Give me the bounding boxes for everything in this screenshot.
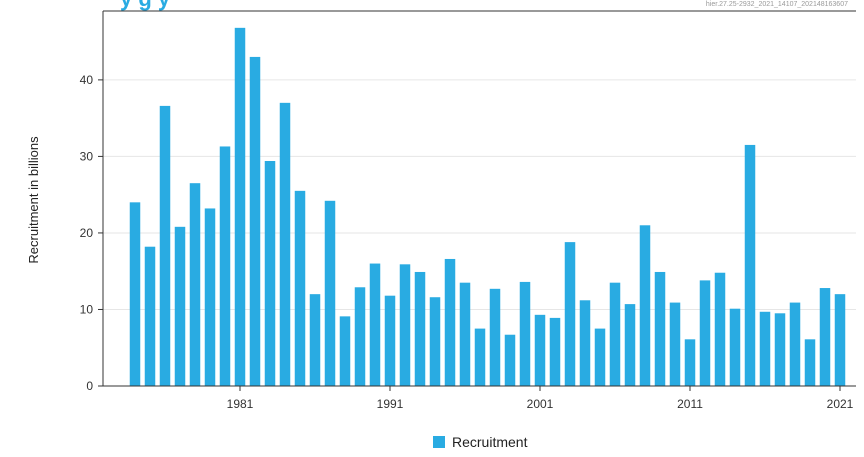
bar-2021: [834, 294, 846, 386]
bar-2013: [714, 272, 726, 386]
bar-1978: [189, 183, 201, 386]
bar-1997: [474, 328, 486, 386]
bar-2005: [594, 328, 606, 386]
y-axis-title: Recruitment in billions: [26, 136, 41, 264]
bar-2001: [534, 314, 546, 386]
bar-1987: [324, 200, 336, 386]
bar-2009: [654, 271, 666, 386]
bar-1975: [144, 246, 156, 386]
bar-1995: [444, 258, 456, 386]
bar-2019: [804, 339, 816, 386]
y-tick-label: 20: [80, 226, 94, 240]
bar-1974: [129, 202, 141, 386]
bar-1976: [159, 105, 171, 387]
bar-2016: [759, 311, 771, 386]
legend: Recruitment: [433, 434, 528, 450]
bar-1979: [204, 208, 216, 386]
legend-label: Recruitment: [452, 434, 528, 450]
bar-1985: [294, 190, 306, 386]
bar-2004: [579, 300, 591, 386]
x-tick-label: 1991: [377, 397, 404, 411]
reference-code: hier.27.25-2932_2021_14107_202148163607: [706, 1, 848, 8]
bar-2002: [549, 317, 561, 386]
bar-2018: [789, 302, 801, 386]
bar-1984: [279, 102, 291, 386]
bar-1992: [399, 264, 411, 386]
x-tick-label: 1981: [227, 397, 254, 411]
bar-1977: [174, 226, 186, 386]
bar-2020: [819, 288, 831, 386]
axes: [98, 10, 856, 391]
x-tick-label: 2011: [677, 397, 703, 411]
chart-title-fragment: y g y: [120, 0, 171, 11]
bar-1981: [234, 27, 246, 387]
bar-1990: [369, 263, 381, 386]
bar-2015: [744, 144, 756, 386]
x-tick-label: 2001: [527, 397, 554, 411]
y-tick-labels: 0 10 20 30 40: [80, 73, 94, 393]
y-tick-label: 40: [80, 73, 94, 87]
bar-1993: [414, 271, 426, 386]
bar-2000: [519, 281, 531, 386]
y-tick-label: 10: [80, 302, 94, 316]
bars-group: [129, 27, 846, 387]
bar-1980: [219, 146, 231, 386]
bar-1991: [384, 295, 396, 386]
bar-1989: [354, 287, 366, 386]
bar-1999: [504, 334, 516, 386]
bar-1988: [339, 316, 351, 386]
bar-2017: [774, 313, 786, 386]
bar-1986: [309, 294, 321, 386]
bar-1994: [429, 297, 441, 386]
bar-2010: [669, 302, 681, 386]
legend-swatch: [433, 436, 445, 448]
bar-1983: [264, 161, 276, 386]
bar-1998: [489, 288, 501, 386]
bar-2008: [639, 225, 651, 386]
bar-1982: [249, 56, 261, 387]
bar-2011: [684, 339, 696, 386]
y-tick-label: 30: [80, 149, 94, 163]
bar-2006: [609, 282, 621, 386]
bar-1996: [459, 282, 471, 386]
bar-2007: [624, 304, 636, 386]
x-tick-labels: 1981 1991 2001 2011 2021: [227, 397, 854, 411]
bar-2014: [729, 308, 741, 386]
bar-2012: [699, 280, 711, 386]
x-tick-label: 2021: [827, 397, 854, 411]
y-tick-label: 0: [86, 379, 93, 393]
bar-2003: [564, 242, 576, 386]
gridlines: [103, 79, 856, 310]
